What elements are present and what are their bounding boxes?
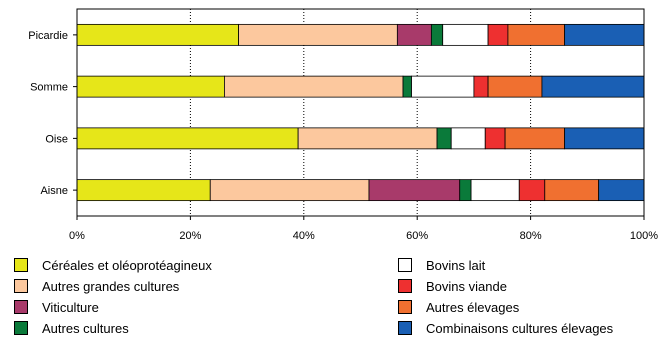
bar-segment [518, 179, 546, 202]
legend-item: Combinaisons cultures élevages [398, 319, 613, 337]
bar-segment [224, 75, 404, 98]
x-tick-label: 20% [179, 230, 201, 242]
plot-frame [76, 8, 645, 217]
bar-segment [487, 75, 543, 98]
legend-label: Autres élevages [426, 299, 520, 315]
y-axis-categories: Picardie Somme Oise Aisne [28, 30, 77, 197]
legend-swatch [398, 300, 412, 314]
x-tick-label: 80% [520, 230, 542, 242]
legend-item: Autres grandes cultures [14, 277, 179, 295]
bar-segment [238, 23, 398, 46]
bar-segment [507, 23, 566, 46]
legend-label: Combinaisons cultures élevages [426, 320, 614, 336]
bar-segment [209, 179, 370, 202]
bar-segment [564, 127, 645, 150]
bar-segment [411, 75, 475, 98]
legend-label: Autres cultures [42, 320, 129, 336]
legend-item: Bovins viande [398, 277, 507, 295]
legend-swatch [398, 258, 412, 272]
bar-segment [76, 127, 299, 150]
category-label: Oise [45, 133, 68, 145]
legend-swatch [398, 321, 412, 335]
bars-layer [76, 23, 645, 202]
legend-item: Céréales et oléoprotéagineux [14, 256, 212, 274]
legend-item: Bovins lait [398, 256, 485, 274]
x-axis-ticks: 0% 20% 40% 60% 80% 100% [69, 216, 658, 242]
category-label: Picardie [28, 30, 68, 42]
bar-segment [368, 179, 461, 202]
category-label: Aisne [40, 185, 68, 197]
x-tick-label: 60% [406, 230, 428, 242]
bar-segment [76, 23, 239, 46]
legend-swatch [14, 279, 28, 293]
bar-segment [297, 127, 438, 150]
bar-segment [544, 179, 600, 202]
bar-segment [450, 127, 486, 150]
category-label: Somme [30, 82, 68, 94]
legend-swatch [398, 279, 412, 293]
bar-segment [564, 23, 645, 46]
legend-label: Autres grandes cultures [42, 278, 180, 294]
bar-segment [402, 75, 412, 98]
bar-segment [442, 23, 489, 46]
bar-segment [473, 75, 489, 98]
legend-swatch [14, 300, 28, 314]
legend-swatch [14, 321, 28, 335]
bar-segment [430, 23, 444, 46]
bar-segment [470, 179, 520, 202]
bar-segment [396, 23, 432, 46]
legend-swatch [14, 258, 28, 272]
legend-label: Céréales et oléoprotéagineux [42, 257, 212, 273]
axes-frame [76, 8, 645, 217]
x-tick-label: 100% [630, 230, 658, 242]
legend-label: Viticulture [42, 299, 99, 315]
x-tick-label: 0% [69, 230, 85, 242]
bar-segment [76, 179, 211, 202]
bar-segment [76, 75, 225, 98]
bar-segment [459, 179, 472, 202]
bar-segment [598, 179, 645, 202]
bar-segment [436, 127, 452, 150]
legend-item: Autres cultures [14, 319, 129, 337]
legend-item: Autres élevages [398, 298, 519, 316]
legend-label: Bovins viande [426, 278, 507, 294]
bar-segment [487, 23, 509, 46]
bar-segment [504, 127, 566, 150]
x-tick-label: 40% [293, 230, 315, 242]
legend: Céréales et oléoprotéagineux Autres grand… [0, 256, 666, 339]
bar-segment [541, 75, 645, 98]
legend-item: Viticulture [14, 298, 99, 316]
bar-segment [484, 127, 506, 150]
legend-label: Bovins lait [426, 257, 486, 273]
